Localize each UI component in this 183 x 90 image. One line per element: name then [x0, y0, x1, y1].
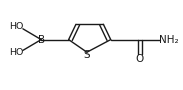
Text: S: S [84, 50, 90, 60]
Text: NH₂: NH₂ [158, 35, 178, 45]
Text: B: B [38, 35, 45, 45]
Text: HO: HO [9, 22, 23, 31]
Text: HO: HO [9, 48, 23, 57]
Text: O: O [135, 54, 144, 64]
